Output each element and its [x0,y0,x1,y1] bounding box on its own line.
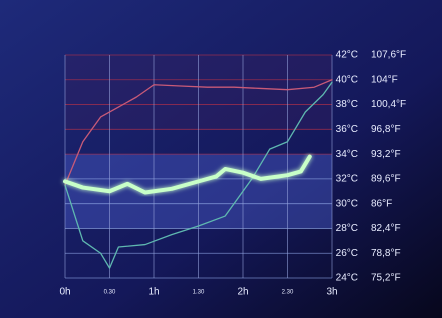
y-tick-label: 28°C [336,223,358,234]
x-tick-label: 2h [237,287,248,298]
page: {"chart_data": {"type": "line", "grid": … [0,0,442,318]
x-tick-label: 1h [148,287,159,298]
x-tick-label: 2.30 [282,290,294,296]
y-tick-label: 30°C [336,198,358,209]
y-tick-label: 38°C [336,99,358,110]
y-tick-label: 42°C [336,50,358,61]
x-tick-label: 0.30 [104,290,116,296]
y2-tick-label: 89,6°F [371,174,401,185]
x-tick-label: 3h [326,287,337,298]
y2-tick-label: 100,4°F [371,99,406,110]
y-tick-label: 34°C [336,149,358,160]
y2-tick-label: 78,8°F [371,248,401,259]
x-tick-label: 1.30 [193,290,205,296]
y2-tick-label: 93,2°F [371,149,401,160]
y-tick-label: 24°C [336,273,358,284]
chart: 24°C 26°C 28°C 30°C 32°C 34°C 36°C 38°C 40°C 42°C… [0,0,442,318]
y-tick-label: 40°C [336,74,358,85]
x-tick-label: 0h [59,287,70,298]
y2-tick-label: 86°F [371,198,392,209]
y2-tick-label: 75,2°F [371,273,401,284]
y-tick-label: 36°C [336,124,358,135]
y-tick-label: 26°C [336,248,358,259]
y-tick-label: 32°C [336,174,358,185]
y2-tick-label: 82,4°F [371,223,401,234]
y2-tick-label: 104°F [371,74,398,85]
y2-tick-label: 96,8°F [371,124,401,135]
y2-tick-label: 107,6°F [371,50,406,61]
